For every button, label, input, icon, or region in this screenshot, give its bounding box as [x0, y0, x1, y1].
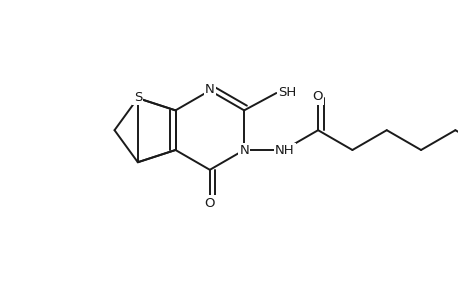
Text: N: N — [205, 83, 214, 96]
Text: O: O — [204, 196, 215, 209]
Text: N: N — [239, 145, 248, 158]
Text: SH: SH — [278, 85, 296, 98]
Text: O: O — [311, 91, 322, 103]
Text: NH: NH — [274, 145, 294, 158]
Text: S: S — [134, 91, 142, 103]
